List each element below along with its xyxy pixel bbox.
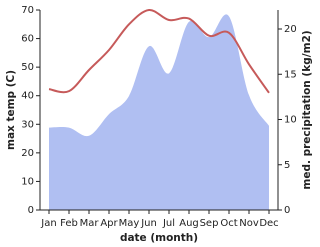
x-tick-label: Feb bbox=[60, 218, 78, 229]
x-axis-label: date (month) bbox=[120, 232, 198, 244]
y-tick-label: 30 bbox=[21, 119, 34, 130]
temp-line bbox=[48, 9, 270, 94]
y-tick-label: 0 bbox=[28, 205, 34, 216]
y2-tick-label: 5 bbox=[284, 160, 290, 171]
x-tick-label: Jan bbox=[40, 218, 56, 229]
x-tick-label: Dec bbox=[259, 218, 278, 229]
y2-tick-label: 10 bbox=[284, 115, 297, 126]
y-tick-label: 70 bbox=[21, 5, 34, 16]
x-tick-label: Sep bbox=[200, 218, 219, 229]
y2-tick-label: 0 bbox=[284, 205, 290, 216]
x-tick-label: Jun bbox=[140, 218, 157, 229]
axis-frame bbox=[39, 10, 279, 211]
y-tick-label: 60 bbox=[21, 34, 34, 45]
y2-axis-label: med. precipitation (kg/m2) bbox=[301, 30, 313, 189]
x-tick-label: Nov bbox=[239, 218, 259, 229]
y2-tick-label: 20 bbox=[284, 24, 297, 35]
x-tick-label: Apr bbox=[100, 218, 118, 229]
y-tick-label: 50 bbox=[21, 62, 34, 73]
x-tick-label: Jul bbox=[162, 218, 175, 229]
x-tick-label: Oct bbox=[220, 218, 237, 229]
y2-tick-label: 15 bbox=[284, 69, 297, 80]
y-tick-label: 10 bbox=[21, 176, 34, 187]
x-tick-label: Mar bbox=[80, 218, 100, 229]
x-tick-label: Aug bbox=[179, 218, 199, 229]
y-tick-label: 40 bbox=[21, 91, 34, 102]
y-axis-label: max temp (C) bbox=[5, 70, 17, 150]
y-tick-label: 20 bbox=[21, 148, 34, 159]
precip-area bbox=[49, 14, 269, 210]
x-tick-label: May bbox=[119, 218, 140, 229]
